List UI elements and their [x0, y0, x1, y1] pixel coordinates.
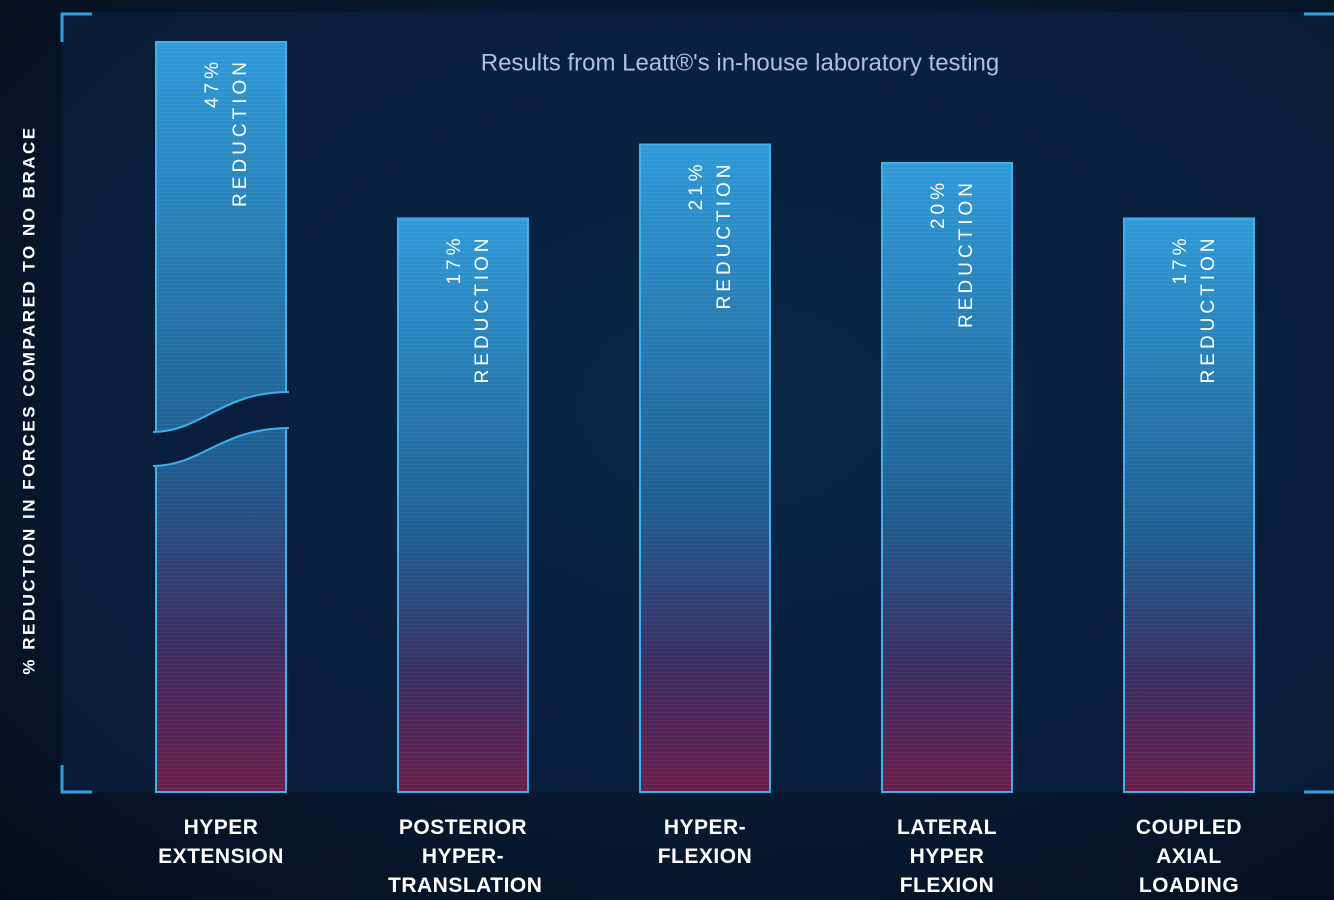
- value-caption: REDUCTION: [472, 235, 493, 384]
- frame-corners: [60, 12, 1334, 794]
- x-tick-label: HYPER-FLEXION: [657, 816, 753, 868]
- bar-scanlines: [398, 218, 528, 792]
- bar-group: 21% REDUCTION: [639, 143, 771, 793]
- value-caption: REDUCTION: [230, 58, 251, 207]
- bar-scanlines: [1124, 218, 1254, 792]
- x-tick-label: HYPER EXTENSION: [158, 816, 284, 868]
- x-tick-label: LATERAL HYPER FLEXION: [897, 816, 997, 897]
- value-label: 47%: [202, 58, 223, 108]
- value-label: 21%: [686, 161, 707, 211]
- x-tick-label: COUPLED AXIAL LOADING: [1135, 816, 1243, 897]
- y-axis-label: % REDUCTION IN FORCES COMPARED TO NO BRA…: [19, 125, 38, 674]
- value-label: 20%: [928, 179, 949, 229]
- bar-group: 17% REDUCTION: [1123, 217, 1255, 793]
- bar-group: 47% REDUCTION: [152, 41, 290, 793]
- bar-group: 17% REDUCTION: [397, 217, 529, 793]
- value-caption: REDUCTION: [714, 161, 735, 310]
- value-caption: REDUCTION: [956, 179, 977, 328]
- x-tick-label: POSTERIOR HYPER-TRANSLATION: [388, 816, 543, 897]
- axis-break-edge: [152, 391, 290, 467]
- axis-break: [153, 392, 289, 466]
- subtitle: Results from Leatt®'s in-house laborator…: [481, 49, 1000, 76]
- bar-scanlines: [882, 163, 1012, 792]
- bar-group: 20% REDUCTION: [881, 162, 1013, 793]
- value-caption: REDUCTION: [1198, 235, 1219, 384]
- value-label: 17%: [444, 235, 465, 285]
- bar-scanlines: [640, 144, 770, 792]
- value-label: 17%: [1170, 235, 1191, 285]
